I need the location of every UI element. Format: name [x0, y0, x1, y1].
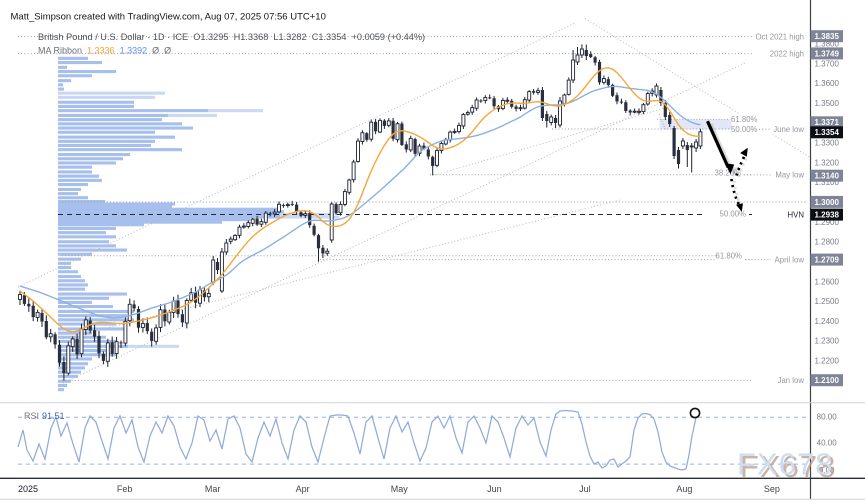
svg-text:June low: June low [773, 125, 804, 134]
svg-text:Jun: Jun [487, 484, 502, 494]
svg-text:1.3600: 1.3600 [814, 79, 839, 88]
svg-text:61.80%: 61.80% [731, 115, 758, 124]
svg-text:British Pound / U.S. Dollar ·: British Pound / U.S. Dollar · 1D · ICE O… [38, 32, 425, 42]
svg-text:FX678: FX678 [740, 449, 836, 484]
svg-text:April low: April low [775, 256, 805, 265]
svg-text:1.3300: 1.3300 [814, 139, 839, 148]
svg-text:2025: 2025 [18, 484, 38, 494]
svg-text:50.00%: 50.00% [731, 125, 758, 134]
svg-text:FX678: FX678 [737, 447, 833, 482]
svg-text:MA Ribbon 1.3336 1.3392 Ø: MA Ribbon 1.3336 1.3392 Ø Ø [38, 45, 171, 55]
svg-text:1.3749: 1.3749 [814, 49, 839, 58]
svg-text:1.2100: 1.2100 [814, 376, 839, 385]
svg-text:1.3100: 1.3100 [814, 178, 839, 187]
svg-text:1.2400: 1.2400 [814, 317, 839, 326]
svg-text:Mar: Mar [205, 484, 221, 494]
svg-text:RSI: RSI [24, 411, 39, 421]
svg-text:1.3800: 1.3800 [814, 39, 839, 48]
svg-text:1.3371: 1.3371 [814, 118, 839, 127]
svg-text:Feb: Feb [117, 484, 133, 494]
svg-text:0.00: 0.00 [819, 466, 835, 475]
svg-text:1.3500: 1.3500 [814, 99, 839, 108]
svg-text:61.80%: 61.80% [716, 252, 743, 261]
svg-text:1.3140: 1.3140 [814, 172, 839, 181]
svg-text:1.2938: 1.2938 [814, 211, 839, 220]
svg-text:1.3700: 1.3700 [814, 59, 839, 68]
svg-text:May low: May low [775, 171, 804, 180]
svg-text:2022 high: 2022 high [770, 49, 804, 58]
svg-text:40.00: 40.00 [817, 439, 838, 448]
svg-text:Jul: Jul [579, 484, 591, 494]
svg-text:1.3200: 1.3200 [814, 158, 839, 167]
svg-text:May: May [391, 484, 409, 494]
svg-text:1.2709: 1.2709 [814, 256, 839, 265]
svg-text:1.3835: 1.3835 [814, 32, 839, 41]
svg-text:Apr: Apr [296, 484, 310, 494]
svg-text:1.2200: 1.2200 [814, 357, 839, 366]
svg-text:50.00%: 50.00% [720, 210, 747, 219]
svg-text:Matt_Simpson created with Trad: Matt_Simpson created with TradingView.co… [11, 12, 326, 23]
svg-text:Sep: Sep [764, 484, 780, 494]
svg-text:1.3000: 1.3000 [814, 198, 839, 207]
svg-text:1.2300: 1.2300 [814, 337, 839, 346]
svg-text:1.2900: 1.2900 [814, 218, 839, 227]
svg-text:1.3354: 1.3354 [814, 128, 839, 137]
svg-text:HVN: HVN [788, 211, 804, 220]
svg-text:1.2800: 1.2800 [814, 238, 839, 247]
svg-text:80.00: 80.00 [817, 413, 838, 422]
svg-text:1.2600: 1.2600 [814, 277, 839, 286]
svg-text:Jan low: Jan low [778, 376, 805, 385]
svg-text:Aug: Aug [676, 484, 692, 494]
svg-text:38.20%: 38.20% [715, 168, 742, 177]
svg-text:91.51: 91.51 [42, 411, 65, 421]
svg-text:1.2500: 1.2500 [814, 297, 839, 306]
svg-text:Oct 2021 high: Oct 2021 high [755, 32, 804, 41]
